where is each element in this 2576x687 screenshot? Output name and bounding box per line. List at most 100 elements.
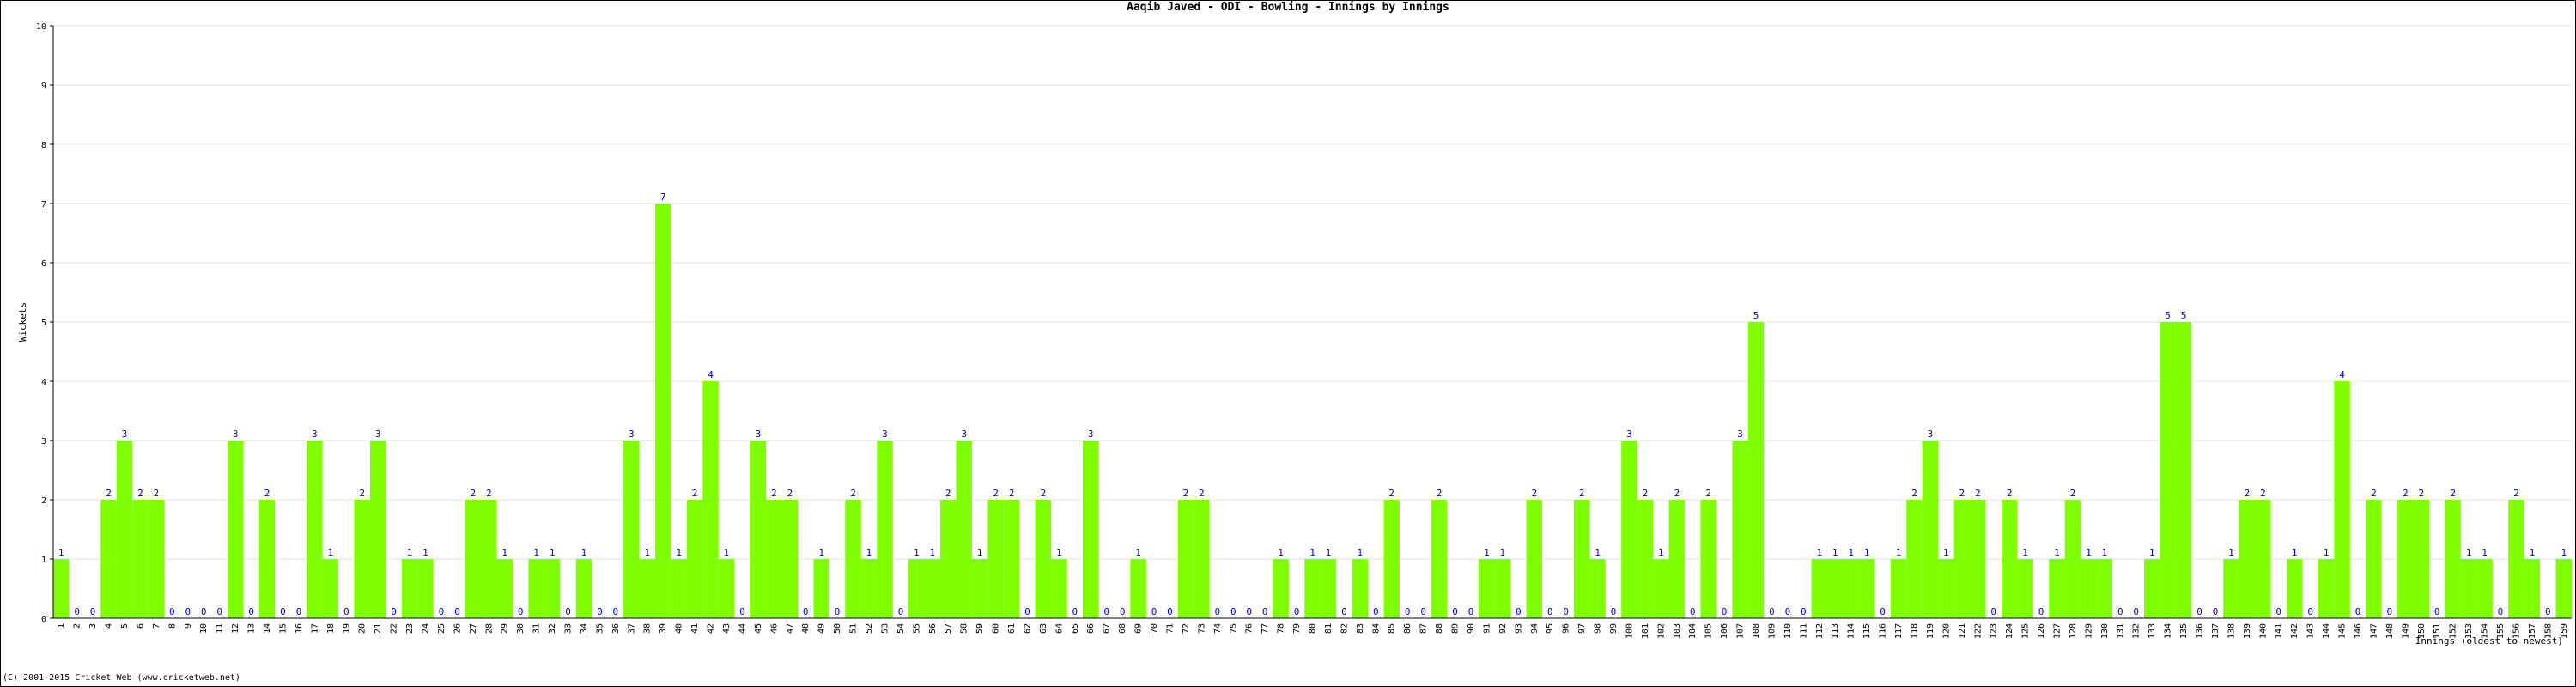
value-label: 1 [2022,547,2028,558]
value-label: 4 [2339,369,2345,380]
value-label: 1 [407,547,413,558]
value-label: 3 [233,429,239,440]
x-tick-label: 118 [1910,623,1919,639]
x-tick-label: 9 [184,623,193,629]
value-label: 2 [945,488,951,499]
value-label: 0 [216,606,222,617]
bar [354,500,370,618]
x-tick-label: 67 [1103,623,1112,634]
bar [1890,559,1907,618]
value-label: 0 [439,606,445,617]
value-label: 0 [185,606,191,617]
bar [1431,500,1448,618]
value-label: 1 [914,547,920,558]
value-label: 0 [454,606,460,617]
x-tick-label: 119 [1926,623,1935,639]
value-label: 0 [1230,606,1236,617]
x-tick-label: 8 [167,623,177,629]
bar [1970,500,1986,618]
value-label: 0 [2545,606,2551,617]
x-tick-label: 30 [516,623,526,634]
x-tick-label: 6 [136,623,145,629]
bar [686,500,703,618]
value-label: 0 [74,606,80,617]
value-label: 0 [2355,606,2361,617]
bar [481,500,497,618]
x-tick-label: 123 [1990,623,1999,639]
bar [1747,322,1765,618]
value-label: 1 [2054,547,2060,558]
value-label: 0 [296,606,302,617]
footer: (C) 2001-2015 Cricket Web (www.cricketwe… [3,673,240,683]
y-tick-label: 9 [41,82,46,91]
bar [465,500,482,618]
value-label: 0 [1341,606,1347,617]
value-label: 1 [929,547,935,558]
bar [971,559,988,618]
x-tick-label: 86 [1403,623,1413,634]
value-label: 1 [2086,547,2092,558]
value-label: 1 [2292,547,2298,558]
x-tick-label: 82 [1340,623,1349,634]
bar [258,500,276,618]
x-tick-label: 78 [1277,623,1286,634]
x-tick-label: 155 [2496,623,2506,639]
value-label: 0 [739,606,745,617]
value-label: 3 [756,429,762,440]
x-tick-label: 47 [786,623,795,634]
y-tick-label: 0 [41,615,46,624]
x-tick-label: 54 [896,623,906,634]
value-label: 2 [471,488,477,499]
value-label: 2 [2513,488,2519,499]
x-tick-label: 40 [675,623,684,634]
x-tick-label: 102 [1656,623,1666,639]
bar [1479,559,1495,618]
value-label: 2 [359,488,365,499]
bar [639,559,655,618]
value-label: 0 [1468,606,1474,617]
x-tick-label: 59 [975,623,985,634]
value-label: 1 [2228,547,2234,558]
x-tick-label: 50 [833,623,842,634]
value-label: 1 [644,547,650,558]
x-tick-label: 137 [2211,623,2221,639]
value-label: 1 [422,547,428,558]
x-tick-label: 23 [405,623,415,634]
y-tick-label: 5 [41,319,46,328]
x-tick-label: 154 [2481,623,2490,639]
x-tick-label: 139 [2243,623,2252,639]
bar [2524,559,2541,618]
x-tick-label: 43 [722,623,732,634]
bar [1383,500,1400,618]
value-label: 2 [1199,488,1205,499]
x-tick-label: 5 [120,623,130,629]
value-label: 0 [1722,606,1728,617]
bar [1953,500,1971,618]
x-tick-label: 127 [2052,623,2062,639]
value-label: 2 [1041,488,1047,499]
x-tick-label: 32 [548,623,557,634]
bar [940,500,957,618]
x-tick-label: 152 [2449,623,2458,639]
x-axis-label: Innings (oldest to newest) [2415,635,2563,647]
x-tick-label: 83 [1356,623,1365,634]
x-tick-label: 120 [1941,623,1951,639]
x-tick-label: 109 [1767,623,1777,639]
value-label: 2 [2070,488,2076,499]
x-tick-label: 142 [2290,623,2300,639]
x-tick-label: 103 [1673,623,1682,639]
value-label: 5 [2165,310,2171,321]
value-label: 0 [1373,606,1379,617]
x-tick-label: 94 [1530,623,1540,634]
x-tick-label: 141 [2275,623,2284,639]
x-tick-label: 105 [1704,623,1714,639]
x-tick-label: 97 [1577,623,1587,634]
x-tick-label: 113 [1831,623,1840,639]
bar [877,441,893,618]
x-tick-label: 14 [263,623,272,634]
x-tick-label: 49 [817,623,827,634]
value-label: 2 [1959,488,1965,499]
value-label: 5 [2181,310,2187,321]
value-label: 1 [2466,547,2472,558]
value-label: 1 [1864,547,1870,558]
